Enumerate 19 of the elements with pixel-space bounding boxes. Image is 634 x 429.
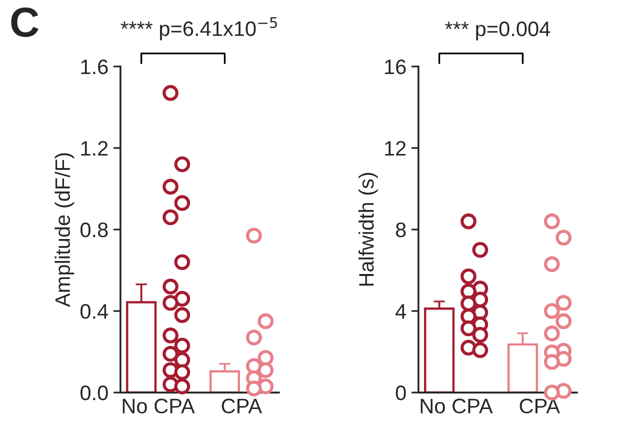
y-tick-label: 0.4 bbox=[80, 304, 108, 319]
y-tick-label: 16 bbox=[385, 59, 406, 74]
text: **** p=6.41x10$^{−5}$ bbox=[120, 17, 277, 40]
y-tick-label: 0.0 bbox=[80, 386, 108, 400]
y-axis-title: Amplitude (dF/F) bbox=[54, 153, 74, 308]
y-tick-label: 1.2 bbox=[81, 141, 108, 156]
y-tick-label: 4 bbox=[396, 304, 406, 319]
y-tick-label: 1.6 bbox=[81, 59, 108, 74]
y-tick-label: 8 bbox=[396, 222, 406, 238]
y-tick-label: 12 bbox=[385, 141, 406, 156]
y-tick-label: 0 bbox=[396, 386, 406, 400]
x-tick-label: CPA bbox=[520, 398, 560, 414]
y-axis-title: Halfwidth (s) bbox=[358, 172, 378, 286]
x-tick-label: CPA bbox=[222, 398, 262, 414]
x-tick-label: No CPA bbox=[122, 398, 195, 414]
text: C bbox=[11, 8, 38, 38]
text: *** p=0.004 bbox=[445, 22, 550, 40]
y-tick-label: 0.8 bbox=[80, 222, 108, 238]
x-tick-label: No CPA bbox=[420, 398, 493, 414]
